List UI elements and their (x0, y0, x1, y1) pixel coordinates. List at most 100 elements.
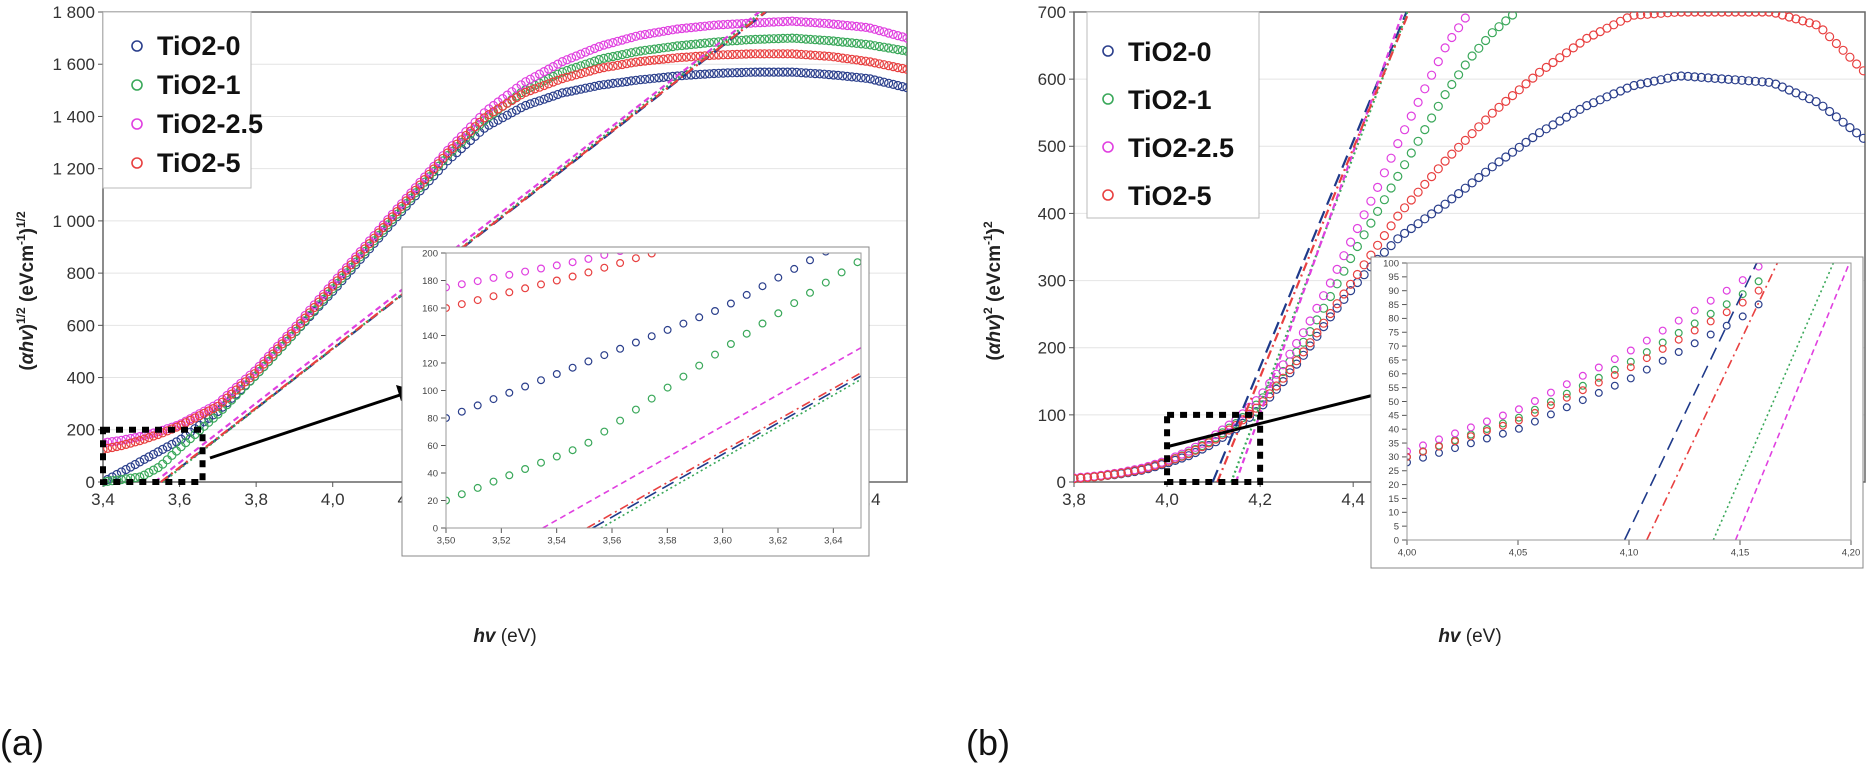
panel-a-inset-x-tick-label-3: 3,56 (603, 536, 622, 547)
panel-b-inset-y-tick-label-12: 60 (1388, 369, 1399, 380)
panel-a-point-0-153 (801, 68, 811, 78)
panel-a-point-3-92 (521, 87, 531, 98)
panel-a-point-2-109 (599, 40, 609, 50)
panel-a-point-2-119 (645, 29, 655, 39)
panel-b-inset-y-tick-label-8: 40 (1388, 425, 1399, 436)
panel-a-point-2-132 (704, 21, 715, 31)
panel-b-point-1-34 (1298, 337, 1309, 347)
panel-a-point-3-153 (801, 50, 811, 60)
panel-b-inset-point-3-11 (1578, 386, 1587, 395)
panel-b-point-3-91 (1683, 12, 1693, 17)
panel-a-point-2-67 (406, 188, 416, 198)
panel-a-point-0-106 (585, 82, 595, 92)
panel-b-y-tick-label-5: 500 (1038, 137, 1066, 156)
panel-a-point-3-96 (539, 80, 549, 91)
panel-a-point-3-134 (713, 50, 724, 60)
panel-a-point-0-139 (736, 67, 747, 78)
panel-a-point-2-99 (553, 59, 563, 69)
panel-b-point-0-114 (1838, 117, 1848, 127)
panel-b-point-3-29 (1265, 389, 1275, 399)
panel-a-point-3-166 (861, 56, 871, 66)
panel-a-point-2-65 (397, 199, 407, 209)
panel-b-point-3-75 (1575, 38, 1585, 48)
panel-a-point-1-115 (626, 48, 636, 58)
panel-a-point-0-104 (576, 84, 586, 94)
panel-a-point-3-123 (663, 53, 673, 64)
panel-a-point-3-127 (681, 52, 692, 62)
panel-a-inset-point-1-21 (774, 309, 783, 318)
panel-b-point-2-37 (1318, 291, 1329, 301)
panel-a-point-2-23 (204, 404, 214, 414)
panel-a-point-3-152 (796, 49, 806, 60)
panel-b-point-0-117 (1858, 133, 1865, 143)
panel-a-point-1-27 (222, 400, 232, 410)
panel-b-point-1-58 (1460, 60, 1470, 70)
panel-b-legend-marker-3 (1102, 189, 1114, 201)
panel-b-inset: 4,00 4,05 4,10 4,15 4,20 0 5 10 15 20 25 30 35 40 45 5… (1370, 256, 1864, 569)
panel-a-point-1-128 (686, 39, 696, 50)
panel-b-point-2-41 (1345, 237, 1356, 247)
panel-b-point-3-72 (1555, 53, 1565, 63)
panel-b-inset-y-tick-label-11: 55 (1388, 383, 1399, 394)
panel-b-point-1-56 (1447, 79, 1457, 90)
panel-a-point-2-147 (773, 17, 784, 27)
panel-b-point-2-31 (1278, 360, 1288, 370)
panel-a-point-1-74 (438, 156, 448, 166)
panel-a-point-2-154 (805, 17, 816, 27)
panel-a-inset-point-3-20 (759, 214, 766, 221)
panel-b-point-3-1 (1076, 473, 1086, 483)
panel-b-point-0-60 (1474, 172, 1484, 183)
panel-a-point-2-118 (640, 29, 650, 40)
panel-a-point-0-87 (498, 113, 508, 123)
panel-b-point-0-32 (1285, 368, 1295, 378)
panel-b-point-3-18 (1190, 445, 1201, 455)
panel-a-y-tick-label-7: 1 400 (52, 107, 95, 126)
panel-a-point-0-89 (507, 108, 517, 118)
panel-a-point-0-132 (704, 69, 715, 79)
panel-a-point-3-42 (291, 324, 301, 334)
panel-a-point-3-41 (286, 329, 296, 339)
panel-a-point-1-65 (397, 204, 407, 214)
panel-a-inset-y-tick-label-1: 20 (427, 496, 438, 507)
panel-a-inset-point-1-20 (758, 319, 767, 328)
panel-b-inset-point-0-8 (1530, 417, 1539, 426)
panel-a-point-2-55 (351, 252, 361, 262)
panel-a-point-2-97 (543, 64, 554, 74)
panel-a-point-2-49 (323, 284, 333, 294)
panel-a-point-1-139 (736, 35, 747, 45)
panel-b-inset-fit-line-TiO2-0 (1623, 263, 1758, 540)
panel-b-inset-point-3-14 (1626, 363, 1635, 372)
panel-a-point-2-60 (374, 225, 384, 235)
panel-a-point-2-107 (589, 43, 600, 54)
panel-a-point-3-167 (865, 57, 875, 67)
panel-b-point-0-84 (1636, 79, 1646, 89)
panel-b-point-2-57 (1453, 23, 1464, 33)
panel-a-point-3-175 (902, 64, 907, 74)
panel-a-y-tick-label-1: 200 (67, 421, 95, 440)
panel-b-inset-point-3-7 (1514, 416, 1523, 425)
panel-a-inset-point-2-22 (791, 194, 798, 201)
panel-a-point-1-163 (847, 38, 857, 48)
panel-a-point-0-157 (819, 69, 829, 79)
panel-b-inset-y-tick-label-0: 0 (1394, 535, 1399, 546)
panel-a-inset-point-2-2 (473, 277, 482, 286)
panel-a-inset-fit-line-TiO2-2.5 (542, 346, 861, 528)
panel-b-point-3-43 (1359, 260, 1369, 270)
panel-a-point-0-159 (828, 70, 839, 80)
panel-a-x-tick-label-3: 4,0 (321, 490, 345, 509)
panel-b-point-0-88 (1663, 73, 1673, 83)
panel-a-inset-point-2-16 (696, 228, 703, 235)
panel-b-inset-point-2-19 (1706, 296, 1715, 305)
panel-b-inset-point-3-13 (1610, 371, 1619, 380)
panel-a-point-3-2 (107, 442, 117, 453)
panel-a-point-2-54 (346, 257, 356, 267)
panel-a-point-2-75 (443, 145, 453, 155)
panel-b-point-1-42 (1352, 241, 1363, 252)
panel-a-point-1-33 (250, 371, 260, 382)
panel-b-point-3-47 (1386, 221, 1396, 231)
panel-a-inset-point-2-14 (664, 236, 671, 243)
panel-b-point-2-42 (1352, 223, 1363, 234)
panel-b-y-tick-label-4: 400 (1038, 204, 1066, 223)
panel-b-inset-point-3-5 (1482, 427, 1491, 436)
panel-a-point-2-92 (521, 77, 531, 87)
